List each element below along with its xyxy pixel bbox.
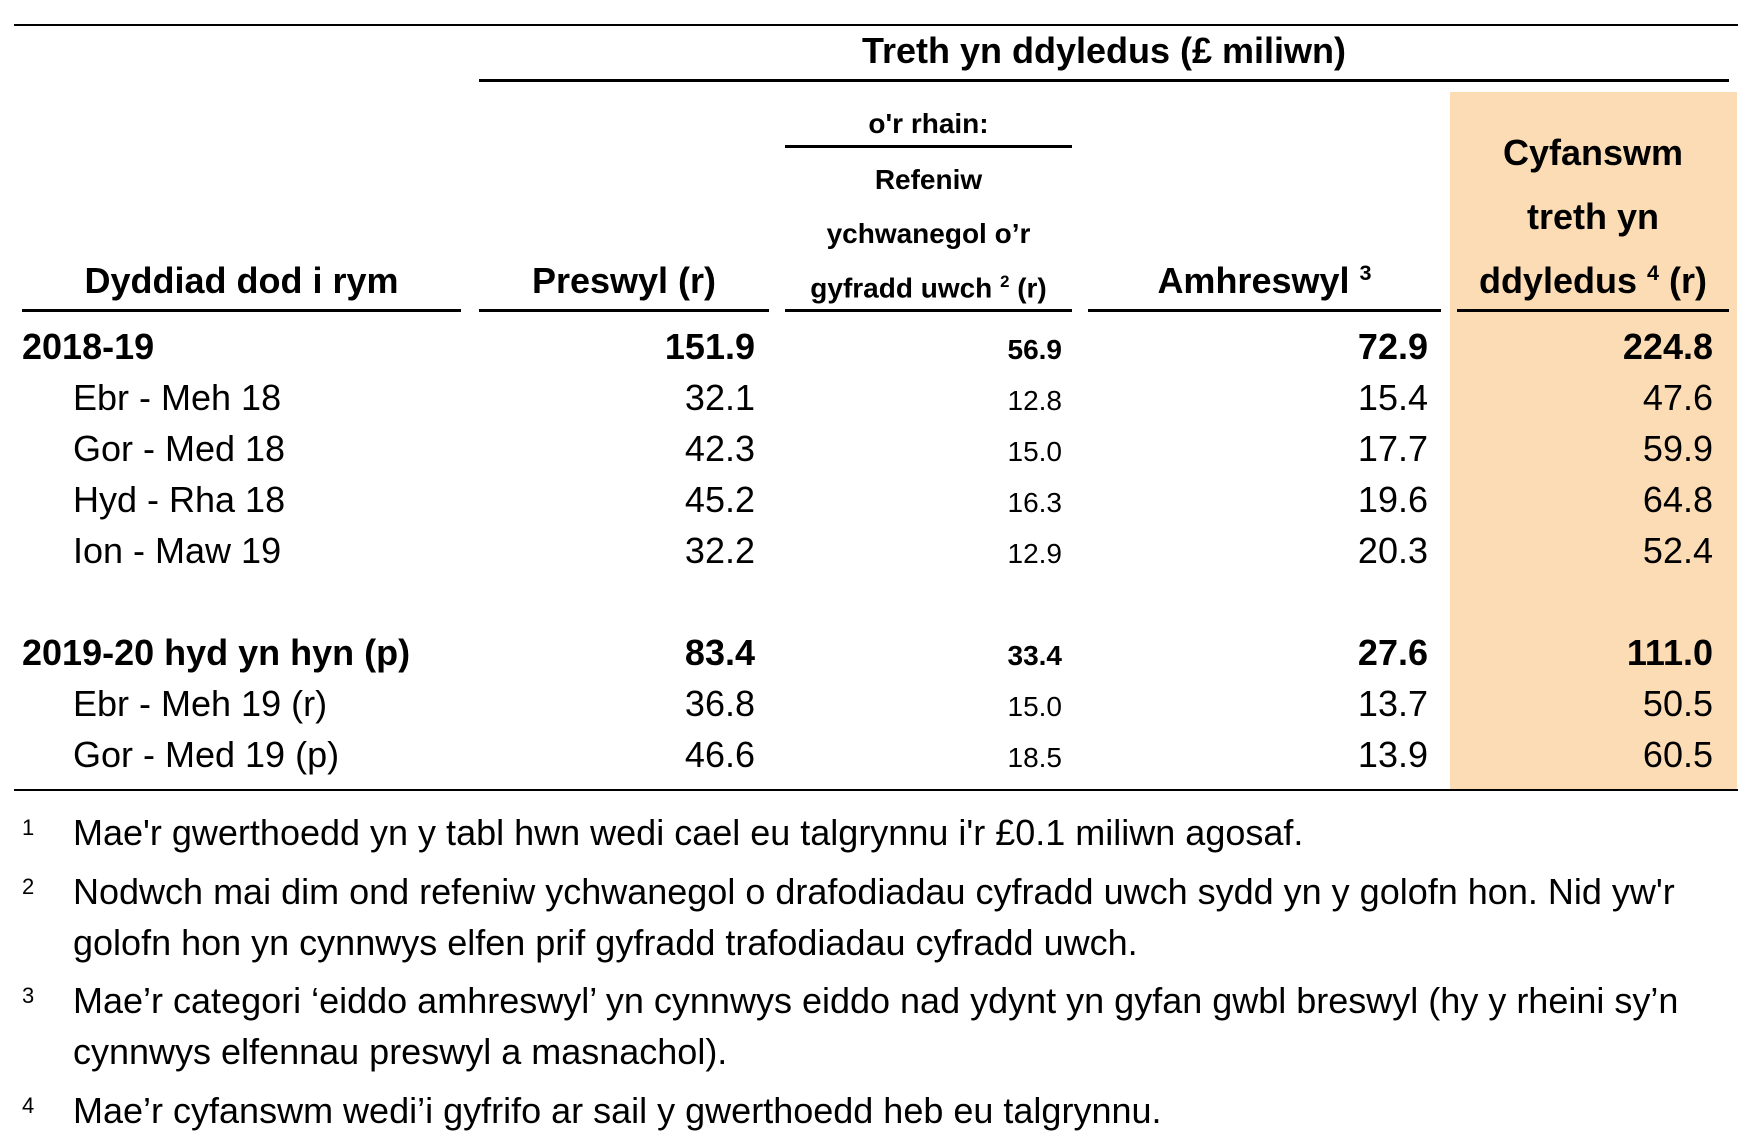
- cell-residential: 46.6: [684, 734, 755, 775]
- cell-total: 52.4: [1642, 530, 1713, 571]
- header-nonres: Amhreswyl 3: [1088, 260, 1441, 302]
- header-total-3-text: ddyledus: [1478, 260, 1637, 301]
- total-column-highlight: [1450, 92, 1737, 789]
- header-higher-1: Refeniw: [874, 164, 983, 195]
- footnote-ref: 4: [1647, 260, 1660, 285]
- row-label: Ebr - Meh 18: [73, 377, 282, 418]
- cell-residential: 42.3: [684, 428, 755, 469]
- cell-nonres: 13.9: [1357, 734, 1428, 775]
- header-rule: [1457, 309, 1729, 312]
- footnote-text: Mae’r cyfanswm wedi’i gyfrifo ar sail y …: [73, 1090, 1162, 1131]
- footnote-number: 3: [22, 983, 35, 1008]
- footnote-ref: 3: [1359, 260, 1372, 285]
- cell-residential: 32.2: [684, 530, 755, 571]
- cell-higher-rate: 15.0: [1007, 436, 1063, 467]
- of-which-rule: [785, 145, 1072, 148]
- cell-total: 224.8: [1622, 326, 1713, 367]
- header-higher-3: gyfradd uwch 2 (r): [785, 272, 1072, 304]
- cell-residential: 83.4: [684, 632, 755, 673]
- group-rule: [479, 79, 1729, 82]
- header-higher-3-text: gyfradd uwch: [810, 272, 993, 304]
- cell-higher-rate: 56.9: [1007, 334, 1063, 365]
- header-total-1: Cyfanswm: [1502, 132, 1684, 173]
- cell-residential: 45.2: [684, 479, 755, 520]
- header-date: Dyddiad dod i rym: [84, 260, 399, 301]
- cell-total: 60.5: [1642, 734, 1713, 775]
- row-label: Ebr - Meh 19 (r): [73, 683, 328, 724]
- cell-residential: 151.9: [664, 326, 755, 367]
- footnote-text: Mae'r gwerthoedd yn y tabl hwn wedi cael…: [73, 812, 1304, 853]
- cell-higher-rate: 12.9: [1007, 538, 1063, 569]
- cell-nonres: 19.6: [1357, 479, 1428, 520]
- header-total-3: ddyledus 4 (r): [1457, 260, 1729, 302]
- header-rule: [1088, 309, 1441, 312]
- cell-nonres: 15.4: [1357, 377, 1428, 418]
- row-label: 2019-20 hyd yn hyn (p): [22, 632, 411, 673]
- footnote-text: Mae’r categori ‘eiddo amhreswyl’ yn cynn…: [73, 980, 1679, 1072]
- cell-higher-rate: 16.3: [1007, 487, 1063, 518]
- header-nonres-text: Amhreswyl: [1157, 260, 1350, 301]
- cell-higher-rate: 12.8: [1007, 385, 1063, 416]
- cell-higher-rate: 15.0: [1007, 691, 1063, 722]
- cell-nonres: 17.7: [1357, 428, 1428, 469]
- cell-higher-rate: 18.5: [1007, 742, 1063, 773]
- header-higher-suffix: (r): [1017, 272, 1047, 304]
- cell-nonres: 13.7: [1357, 683, 1428, 724]
- group-title: Treth yn ddyledus (£ miliwn): [861, 30, 1347, 71]
- header-higher-2: ychwanegol o’r: [826, 218, 1031, 249]
- cell-total: 59.9: [1642, 428, 1713, 469]
- header-rule: [785, 309, 1072, 312]
- header-rule: [479, 309, 769, 312]
- cell-total: 47.6: [1642, 377, 1713, 418]
- header-of-which: o'r rhain:: [868, 108, 989, 139]
- top-rule: [14, 24, 1738, 26]
- cell-total: 64.8: [1642, 479, 1713, 520]
- footnote-number: 2: [22, 874, 35, 899]
- footnote-ref: 2: [1000, 272, 1010, 291]
- cell-total: 111.0: [1626, 632, 1713, 673]
- cell-nonres: 20.3: [1357, 530, 1428, 571]
- cell-total: 50.5: [1642, 683, 1713, 724]
- row-label: Gor - Med 19 (p): [73, 734, 340, 775]
- footnote-text: Nodwch mai dim ond refeniw ychwanegol o …: [73, 871, 1675, 963]
- footnote-number: 4: [22, 1093, 35, 1118]
- row-label: 2018-19: [22, 326, 155, 367]
- header-residential: Preswyl (r): [531, 260, 717, 301]
- header-total-2: treth yn: [1526, 196, 1659, 237]
- row-label: Gor - Med 18: [73, 428, 286, 469]
- cell-nonres: 27.6: [1357, 632, 1428, 673]
- row-label: Hyd - Rha 18: [73, 479, 286, 520]
- header-total-suffix: (r): [1669, 260, 1708, 301]
- row-label: Ion - Maw 19: [73, 530, 282, 571]
- cell-nonres: 72.9: [1357, 326, 1428, 367]
- header-rule: [22, 309, 461, 312]
- footnote-number: 1: [22, 815, 35, 840]
- cell-residential: 36.8: [684, 683, 755, 724]
- cell-higher-rate: 33.4: [1007, 640, 1063, 671]
- cell-residential: 32.1: [684, 377, 755, 418]
- bottom-rule: [14, 789, 1738, 791]
